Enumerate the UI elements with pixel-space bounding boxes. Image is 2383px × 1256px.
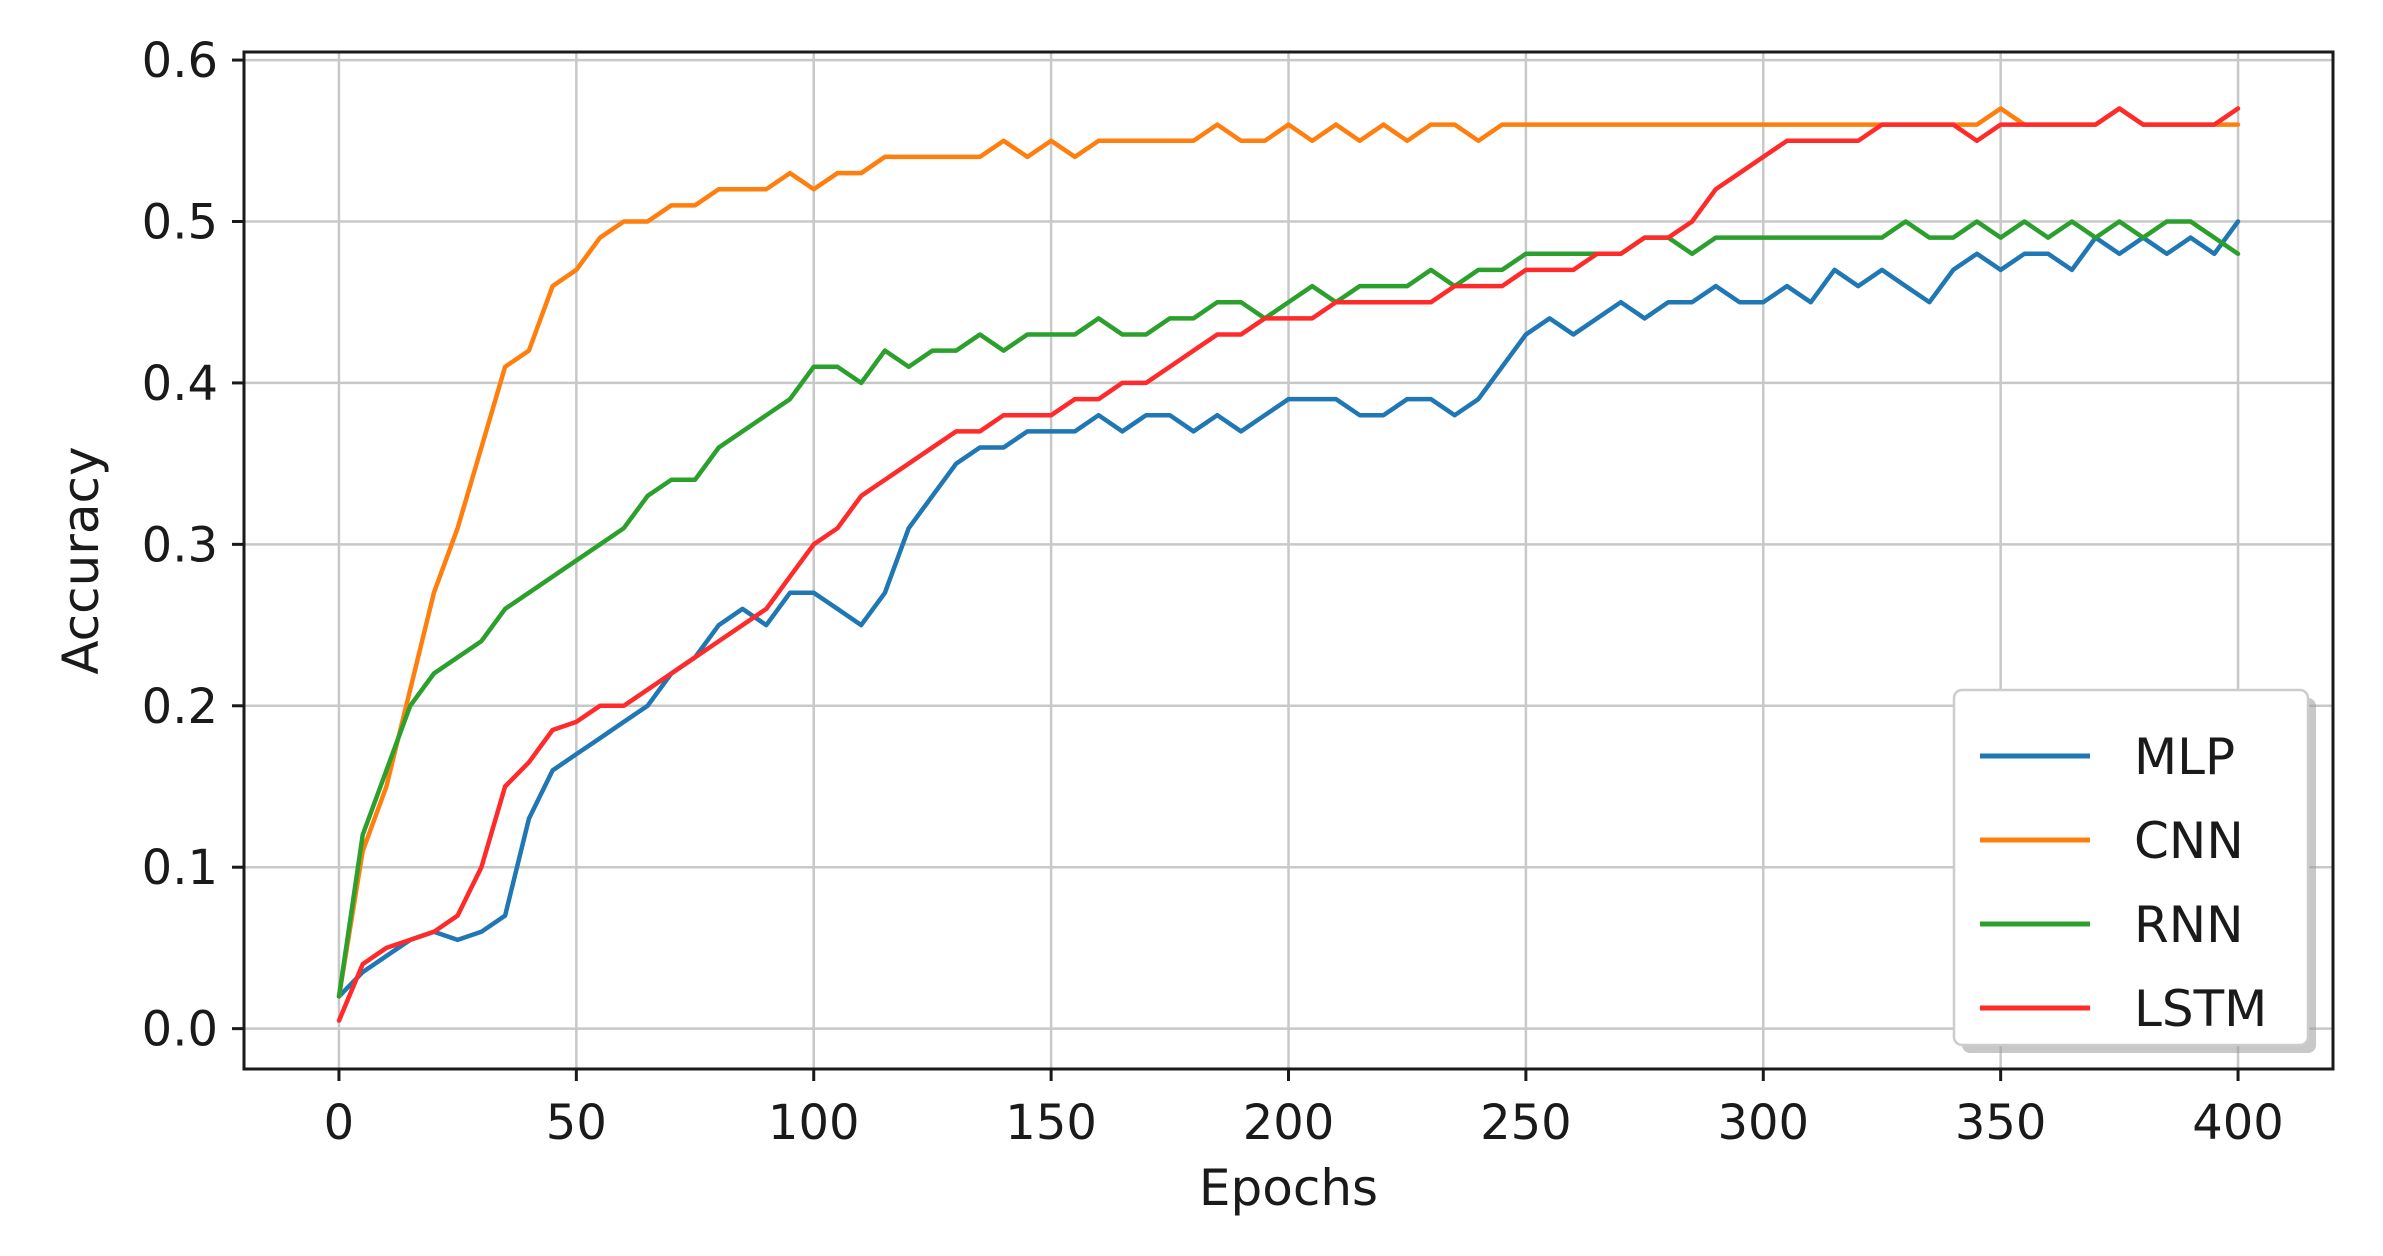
axis-ticks: 0 50 100 150 200 250 300 350 400 0.0 0.1 0.2 0.3 0.4 0… (142, 33, 2284, 1151)
x-tick-label: 400 (2192, 1095, 2284, 1151)
series-lines (336, 106, 2241, 1023)
x-tick-label: 200 (1243, 1095, 1335, 1151)
x-tick-label: 300 (1717, 1095, 1809, 1151)
x-axis-title: Epochs (1199, 1159, 1378, 1217)
y-tick-label: 0.1 (142, 840, 218, 896)
legend-label-lstm: LSTM (2134, 980, 2267, 1038)
legend-label-rnn: RNN (2134, 896, 2244, 954)
series-line-rnn (336, 219, 2241, 999)
y-tick-label: 0.6 (142, 33, 218, 89)
y-tick-label: 0.5 (142, 195, 218, 251)
legend-label-mlp: MLP (2134, 728, 2235, 786)
series-line-lstm (336, 106, 2241, 1023)
x-tick-label: 250 (1480, 1095, 1572, 1151)
legend: MLP CNN RNN LSTM (1952, 688, 2316, 1053)
x-tick-label: 0 (324, 1095, 355, 1151)
y-tick-label: 0.2 (142, 679, 218, 735)
y-tick-label: 0.0 (142, 1002, 218, 1058)
y-tick-label: 0.3 (142, 517, 218, 573)
y-tick-label: 0.4 (142, 356, 218, 412)
legend-box (1952, 688, 2310, 1047)
x-tick-label: 100 (768, 1095, 860, 1151)
x-tick-label: 350 (1955, 1095, 2047, 1151)
x-tick-label: 150 (1005, 1095, 1097, 1151)
legend-label-cnn: CNN (2134, 812, 2244, 870)
x-tick-label: 50 (546, 1095, 607, 1151)
y-axis-title: Accuracy (52, 446, 110, 674)
series-line-mlp (336, 219, 2241, 999)
